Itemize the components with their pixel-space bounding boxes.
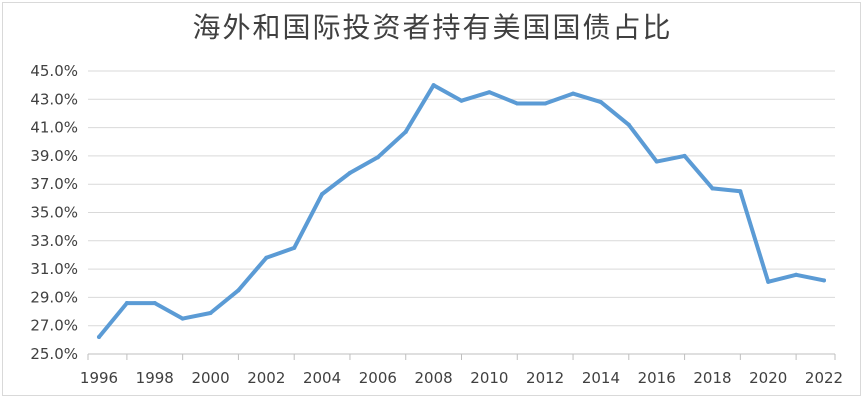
data-point [403,129,408,134]
x-axis [87,353,836,360]
data-point [347,170,352,175]
data-point [180,316,185,321]
data-point [682,153,687,158]
data-point [822,278,826,283]
data-point [654,159,659,164]
data-point [459,98,464,103]
y-tick-label: 33.0% [30,232,78,250]
x-tick-label: 2012 [526,369,564,387]
series-group [97,83,826,340]
x-tick-label: 2016 [638,369,676,387]
y-tick-label: 25.0% [30,345,78,363]
chart-title: 海外和国际投资者持有美国国债占比 [192,11,673,44]
x-tick-label: 2018 [693,369,731,387]
y-tick-label: 41.0% [30,119,78,137]
y-tick-label: 35.0% [30,204,78,222]
data-point [431,83,436,88]
x-axis-ticks: 1996 1998 2000 2002 2004 2006 2008 2010 2012 2014… [80,369,843,387]
x-tick-label: 1998 [136,369,174,387]
data-point [208,310,213,315]
data-point [97,335,101,340]
data-point [236,288,241,293]
y-tick-label: 27.0% [30,317,78,335]
data-point [710,186,715,191]
data-point [543,101,548,106]
data-point [794,272,799,277]
series-line [97,83,826,339]
data-point [124,301,129,306]
data-point [598,100,603,105]
x-tick-label: 1996 [80,369,118,387]
chart-frame [2,2,861,396]
data-point [375,155,380,160]
x-tick-label: 2000 [191,369,229,387]
y-tick-label: 37.0% [30,175,78,193]
x-tick-label: 2014 [582,369,620,387]
y-tick-label: 45.0% [30,62,78,80]
y-tick-label: 29.0% [30,288,78,306]
x-tick-label: 2022 [805,369,843,387]
y-tick-label: 31.0% [30,260,78,278]
data-point [264,255,269,260]
x-tick-label: 2006 [359,369,397,387]
x-tick-label: 2004 [303,369,341,387]
y-axis-ticks: 25.0% 27.0% 29.0% 31.0% 33.0% 35.0% 37.0% 39.0%… [30,62,78,363]
data-point [487,90,492,95]
data-point [766,279,771,284]
x-tick-label: 2020 [749,369,787,387]
x-tick-label: 2008 [415,369,453,387]
data-point [626,122,631,127]
data-point [320,192,325,197]
data-point [152,301,157,306]
data-point [571,91,576,96]
data-point [292,245,297,250]
gridlines [88,70,835,327]
x-tick-label: 2002 [247,369,285,387]
x-tick-label: 2010 [470,369,508,387]
data-point [515,101,520,106]
data-point [738,189,743,194]
y-tick-label: 39.0% [30,147,78,165]
y-tick-label: 43.0% [30,90,78,108]
